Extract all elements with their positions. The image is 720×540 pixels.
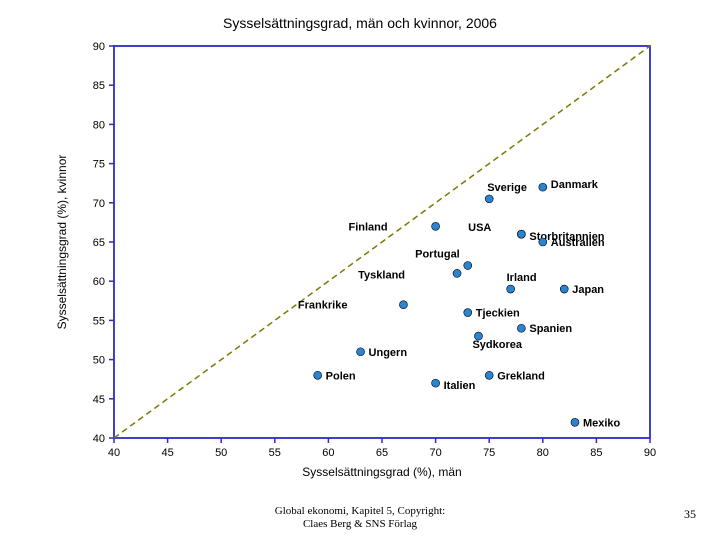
y-tick-label: 60 (93, 276, 105, 288)
data-point-label: Tjeckien (476, 308, 520, 320)
x-tick-label: 65 (376, 447, 388, 459)
data-point-label: Sverige (487, 182, 527, 194)
data-point (517, 230, 525, 238)
y-tick-label: 40 (93, 433, 105, 445)
y-tick-label: 70 (93, 198, 105, 210)
x-tick-label: 55 (269, 447, 281, 459)
data-point (560, 285, 568, 293)
page-number: 35 (684, 507, 696, 522)
y-tick-label: 45 (93, 394, 105, 406)
data-point-label: Mexiko (583, 417, 621, 429)
data-point (399, 301, 407, 309)
data-point-label: Spanien (529, 323, 572, 335)
footer-line-2: Claes Berg & SNS Förlag (303, 518, 417, 530)
data-point-label: Finland (348, 221, 387, 233)
scatter-chart: 40 45 50 55 60 65 70 75 80 85 90 40 45 50 55 60 65 70 75 80… (50, 10, 670, 490)
y-tick-label: 55 (93, 315, 105, 327)
x-tick-label: 45 (161, 447, 173, 459)
y-axis-label: Sysselsättningsgrad (%), kvinnor (55, 155, 69, 330)
data-point-label: Polen (326, 370, 356, 382)
data-point-label: Sydkorea (472, 339, 522, 351)
y-tick-label: 65 (93, 237, 105, 249)
x-tick-label: 60 (322, 447, 334, 459)
y-tick-label: 90 (93, 41, 105, 53)
chart-title: Sysselsättningsgrad, män och kvinnor, 20… (223, 15, 497, 31)
data-point (539, 183, 547, 191)
data-point-label: Frankrike (298, 300, 348, 312)
data-point (357, 348, 365, 356)
data-point-label: USA (468, 222, 491, 234)
data-point (432, 222, 440, 230)
data-point-label: Tyskland (358, 269, 405, 281)
slide: 40 45 50 55 60 65 70 75 80 85 90 40 45 50 55 60 65 70 75 80… (0, 0, 720, 540)
data-point (485, 195, 493, 203)
x-tick-label: 70 (429, 447, 441, 459)
data-point (453, 269, 461, 277)
data-point (464, 262, 472, 270)
y-tick-label: 85 (93, 80, 105, 92)
x-tick-label: 80 (537, 447, 549, 459)
data-point (314, 371, 322, 379)
x-tick-label: 75 (483, 447, 495, 459)
data-point (464, 309, 472, 317)
data-point-label: Irland (507, 272, 537, 284)
data-point-label: Australien (551, 237, 605, 249)
data-point (571, 418, 579, 426)
data-point (485, 371, 493, 379)
data-point-label: Japan (572, 284, 604, 296)
data-point-label: Italien (444, 380, 476, 392)
data-point-label: Ungern (369, 347, 408, 359)
x-tick-label: 50 (215, 447, 227, 459)
x-tick-label: 85 (590, 447, 602, 459)
x-tick-label: 40 (108, 447, 120, 459)
data-point (432, 379, 440, 387)
y-tick-label: 50 (93, 355, 105, 367)
data-point (539, 238, 547, 246)
y-tick-label: 75 (93, 159, 105, 171)
chart-svg: 40 45 50 55 60 65 70 75 80 85 90 40 45 50 55 60 65 70 75 80… (50, 10, 670, 490)
x-tick-label: 90 (644, 447, 656, 459)
data-point-label: Portugal (415, 249, 460, 261)
data-point-label: Danmark (551, 179, 599, 191)
x-axis-label: Sysselsättningsgrad (%), män (302, 465, 461, 479)
y-tick-label: 80 (93, 119, 105, 131)
data-point-label: Grekland (497, 370, 545, 382)
footer: Global ekonomi, Kapitel 5, Copyright: Cl… (0, 505, 720, 533)
footer-line-1: Global ekonomi, Kapitel 5, Copyright: (275, 505, 445, 517)
data-point (517, 324, 525, 332)
data-point (507, 285, 515, 293)
